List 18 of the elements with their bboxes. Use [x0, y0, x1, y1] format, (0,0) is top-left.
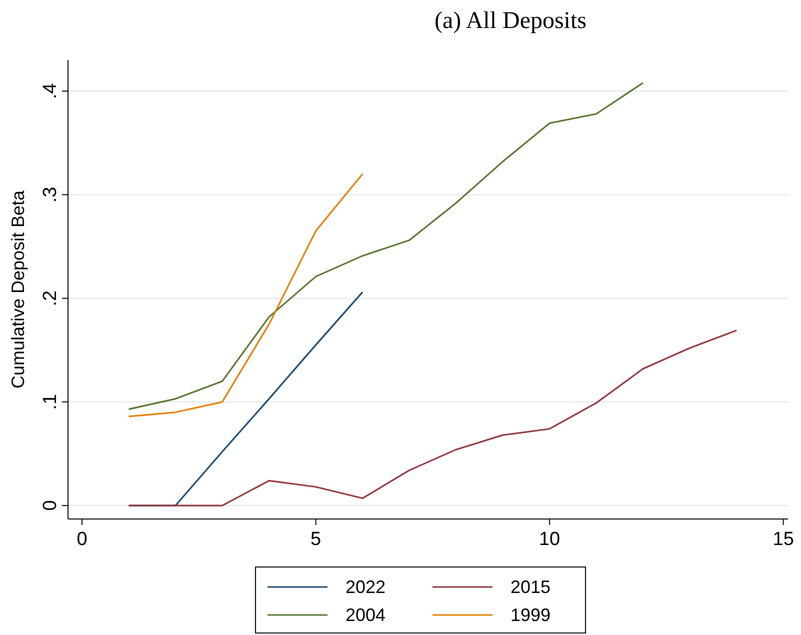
legend-label: 2022 — [346, 577, 386, 597]
line-series — [128, 330, 738, 506]
x-tick-label: 15 — [772, 529, 794, 550]
x-tick-label: 0 — [76, 529, 88, 550]
y-tick-label: .2 — [40, 290, 61, 306]
line-series — [128, 82, 644, 410]
y-axis-title: Cumulative Deposit Beta — [8, 189, 28, 389]
legend-label: 2004 — [346, 605, 386, 625]
line-series — [128, 173, 364, 418]
chart-title: (a) All Deposits — [434, 8, 586, 34]
legend-label: 2015 — [510, 577, 551, 597]
y-tick-label: .3 — [40, 186, 61, 203]
x-tick-label: 10 — [538, 529, 560, 550]
y-tick-label: 0 — [40, 500, 61, 511]
y-tick-label: .1 — [40, 394, 61, 410]
y-tick-label: .4 — [40, 82, 61, 100]
legend-label: 1999 — [510, 605, 551, 625]
x-tick-label: 5 — [310, 529, 322, 550]
